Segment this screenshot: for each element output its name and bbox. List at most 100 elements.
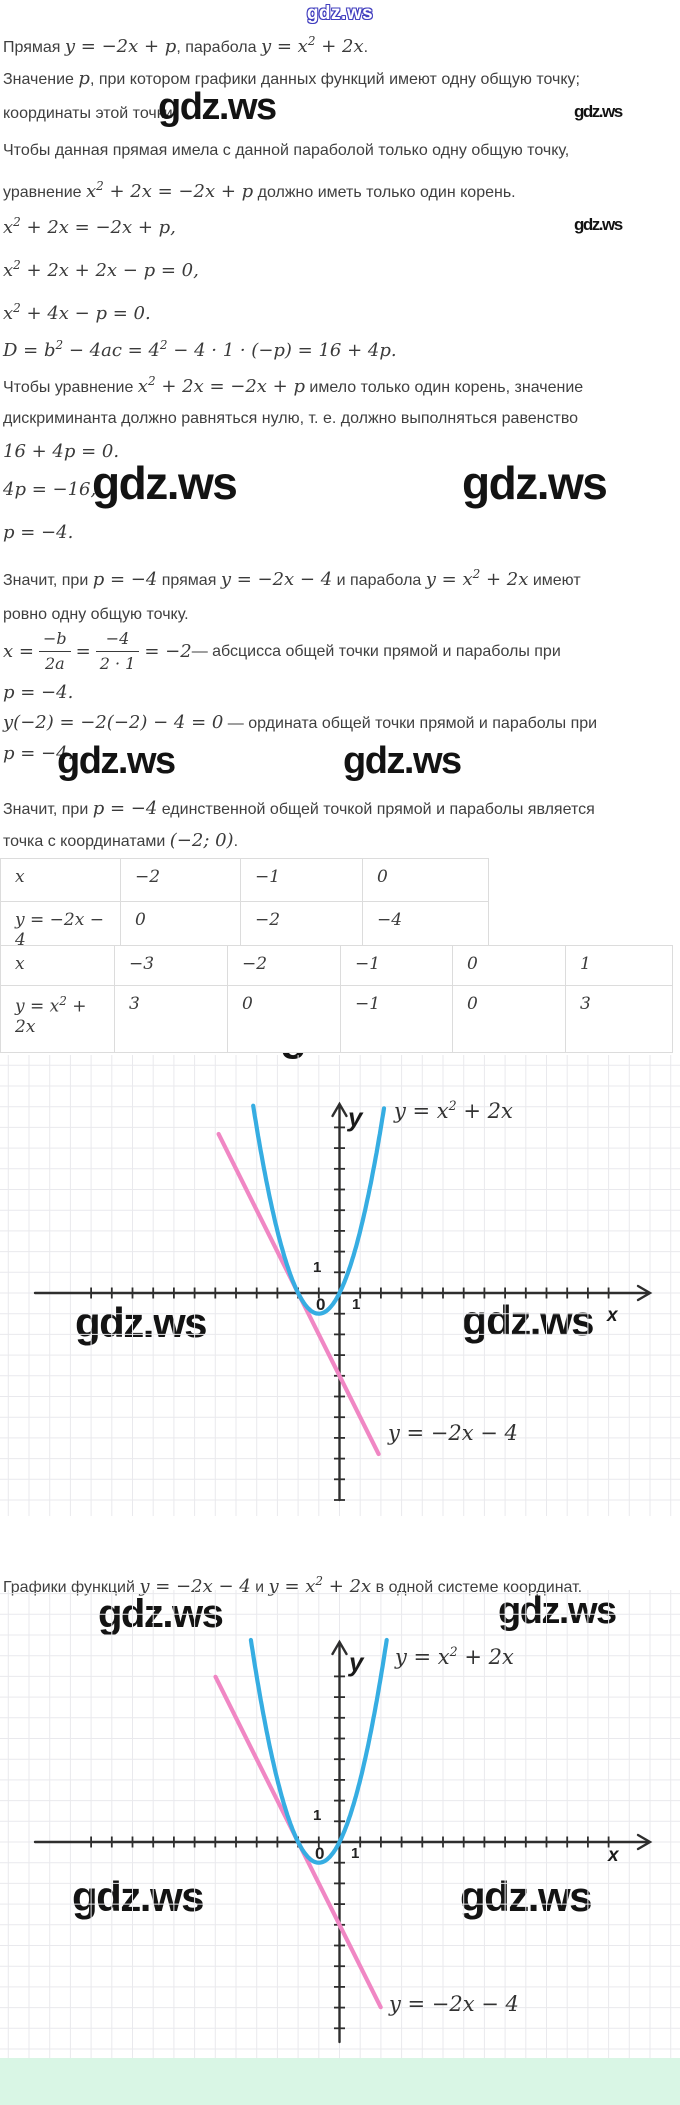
solution-line: p = −4. — [3, 522, 73, 545]
curve-equation-label: y = x2 + 2x — [394, 1098, 513, 1123]
math-expression: x = — [3, 640, 34, 662]
curve-equation-label: y = −2x − 4 — [389, 1992, 519, 2016]
curve-equation-label: y = −2x − 4 — [388, 1421, 518, 1445]
math-expression: (−2; 0) — [169, 830, 234, 851]
math-expression: y = x2 + 2x — [260, 34, 364, 57]
math-expression: 16 + 4p = 0. — [3, 441, 120, 462]
axis-ticks — [90, 1675, 610, 2030]
gdzws-watermark: gdz.ws — [498, 1590, 617, 1632]
axes — [33, 1101, 653, 1502]
solution-line: x2 + 2x + 2x − p = 0, — [3, 254, 199, 283]
gdzws-watermark: gdz.ws — [574, 215, 623, 234]
math-expression: D = b2 − 4ac = 42 − 4 · 1 · (−p) = 16 + … — [3, 338, 397, 361]
solution-line: точка с координатами (−2; 0). — [3, 830, 238, 853]
axis-number-label: 1 — [352, 1296, 361, 1313]
graph-1 — [0, 1055, 680, 1516]
text-fragment: и парабола — [332, 572, 426, 589]
text-fragment: ровно одну общую точку. — [3, 606, 189, 623]
table-cell: 1 — [565, 945, 673, 986]
axis-ticks — [90, 1126, 610, 1501]
table-cell: −2 — [120, 858, 241, 902]
axis-number-label: 1 — [313, 1807, 322, 1824]
table-cell: y = x2 +2x — [0, 985, 115, 1053]
math-expression: = — [75, 640, 91, 662]
math-expression: p = −4 — [92, 569, 158, 590]
table-cell: −1 — [340, 945, 453, 986]
solution-line: Значит, при p = −4 единственной общей то… — [3, 798, 595, 821]
solution-line: x = −b 2a = −4 2 · 1 = −2 — абсцисса общей точ… — [3, 628, 561, 675]
solution-line: Значит, при p = −4 прямая y = −2x − 4 и … — [3, 563, 581, 592]
text-fragment: Значение — [3, 71, 79, 88]
math-expression: y = −2x + p — [64, 36, 177, 57]
axes — [33, 1639, 653, 2044]
text-fragment: . — [363, 39, 369, 56]
text-fragment: . — [233, 833, 239, 850]
solution-line: Чтобы данная прямая имела с данной параб… — [3, 140, 569, 162]
fraction: −b 2a — [38, 628, 71, 675]
solution-line: 4p = −16, — [3, 479, 96, 502]
math-expression: y = −2x − 4 — [220, 569, 333, 590]
table-cell: x — [0, 858, 121, 902]
solution-line: 16 + 4p = 0. — [3, 441, 119, 464]
math-expression: y(−2) = −2(−2) − 4 = 0 — [3, 712, 224, 733]
axis-number-label: 1 — [351, 1845, 360, 1862]
math-expression: x2 + 2x = −2x + p — [85, 179, 254, 202]
solution-line: ровно одну общую точку. — [3, 604, 189, 626]
math-expression: y = −2x − 4 — [139, 1576, 251, 1597]
math-expression: x2 + 2x + 2x − p = 0, — [3, 258, 199, 281]
table-cell: −1 — [240, 858, 363, 902]
text-fragment: имеют — [528, 572, 581, 589]
text-fragment: Значит, при — [3, 572, 93, 589]
table-cell: −2 — [227, 945, 341, 986]
table-cell: x — [0, 945, 115, 986]
solution-line: координаты этой точки. — [3, 103, 177, 125]
text-fragment: Графики функций — [3, 1579, 140, 1596]
solution-line: p = −4. — [3, 682, 73, 705]
axis-name-label: x — [607, 1305, 618, 1326]
footer-band — [0, 2058, 680, 2105]
math-expression: p = −4. — [3, 743, 74, 764]
text-fragment: координаты этой точки. — [3, 105, 178, 122]
math-expression: 4p = −16, — [3, 479, 97, 500]
math-expression: x2 + 2x = −2x + p — [137, 374, 305, 397]
gdzws-watermark: gdz.ws — [72, 1873, 205, 1920]
gdzws-watermark: gdz.ws — [158, 86, 277, 128]
text-fragment: дискриминанта должно равняться нулю, т. … — [3, 410, 579, 427]
math-expression: x2 + 4x − p = 0. — [3, 301, 151, 324]
math-expression: = −2 — [144, 640, 192, 662]
math-expression: p = −4 — [92, 798, 158, 819]
graph-2 — [0, 1590, 680, 2058]
text-fragment: должно иметь только один корень. — [253, 184, 516, 201]
axis-name-label: x — [608, 1845, 619, 1866]
gdzws-watermark: gdz.ws — [75, 1299, 208, 1346]
text-fragment: , парабола — [176, 39, 261, 56]
table-cell: 0 — [452, 985, 566, 1053]
solution-line: x2 + 4x − p = 0. — [3, 297, 151, 326]
gdzws-watermark: gdz.ws — [574, 102, 623, 121]
table-row: x −3 −2 −1 0 1 — [0, 945, 673, 986]
axis-number-label: 1 — [313, 1259, 322, 1276]
text-fragment: точка с координатами — [3, 833, 170, 850]
solution-line: уравнение x2 + 2x = −2x + p должно иметь… — [3, 175, 516, 204]
text-fragment: прямая — [157, 572, 221, 589]
solution-line: Прямая y = −2x + p, парабола y = x2 + 2x… — [3, 30, 368, 59]
gdzws-watermark: gdz.ws — [57, 740, 176, 782]
values-table-2: x −3 −2 −1 0 1 y = x2 +2x 3 0 −1 0 3 — [0, 945, 673, 1053]
text-fragment: Чтобы данная прямая имела с данной параб… — [3, 142, 570, 159]
table-cell: 0 — [452, 945, 566, 986]
text-fragment: — ордината общей точки прямой и параболы… — [223, 715, 598, 732]
values-table-1: x −2 −1 0 y = −2x − 4 0 −2 −4 — [0, 858, 489, 955]
text-fragment: Чтобы уравнение — [3, 379, 138, 396]
text-fragment: имело только один корень, значение — [304, 379, 584, 396]
axis-name-label: y — [348, 1102, 363, 1132]
text-fragment: единственной общей точкой прямой и параб… — [157, 801, 595, 818]
solution-line: дискриминанта должно равняться нулю, т. … — [3, 408, 578, 430]
site-logo: gdz.ws — [306, 3, 374, 24]
solution-line: x2 + 2x = −2x + p, — [3, 211, 176, 240]
gdzws-watermark: gdz.ws — [462, 457, 608, 509]
table-cell: −1 — [340, 985, 453, 1053]
table-row: y = x2 +2x 3 0 −1 0 3 — [0, 985, 673, 1053]
fraction: −4 2 · 1 — [95, 628, 140, 675]
text-fragment: — абсцисса общей точки прямой и параболы… — [191, 642, 561, 660]
